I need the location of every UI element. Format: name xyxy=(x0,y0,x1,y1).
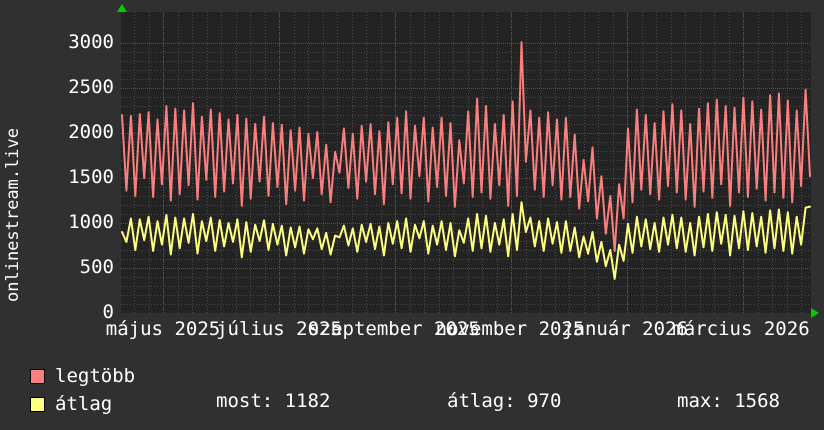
series-line-legtobb xyxy=(121,41,811,252)
y-tick-label: 2500 xyxy=(68,76,114,98)
y-axis-arrow-icon xyxy=(117,4,127,12)
y-tick-label: 2000 xyxy=(68,121,114,143)
y-tick-label: 3000 xyxy=(68,31,114,53)
stat-average-value: 970 xyxy=(527,390,562,412)
legend-label-legtobb: legtöbb xyxy=(55,365,136,387)
stat-max-value: 1568 xyxy=(734,390,780,412)
stat-max: max: 1568 xyxy=(677,390,780,412)
legend-item-legtobb[interactable]: legtöbb xyxy=(30,362,135,390)
legend: legtöbb átlag most: 1182 átlag: 970 max:… xyxy=(0,358,824,428)
plot-canvas xyxy=(121,12,811,313)
stat-average-label: átlag: xyxy=(447,390,516,412)
y-tick-label: 0 xyxy=(102,301,114,323)
y-tick-label: 1500 xyxy=(68,166,114,188)
x-axis-arrow-icon xyxy=(811,308,819,318)
stat-max-label: max: xyxy=(677,390,723,412)
x-tick-label: november 2025 xyxy=(435,318,585,340)
stat-average: átlag: 970 xyxy=(447,390,561,412)
x-tick-label: március 2026 xyxy=(672,318,810,340)
y-tick-label: 500 xyxy=(79,256,114,278)
y-tick-label: 1000 xyxy=(68,211,114,233)
legend-swatch-legtobb xyxy=(30,368,45,384)
x-tick-label: január 2026 xyxy=(562,318,688,340)
stat-most: most: 1182 xyxy=(216,390,330,412)
stat-most-value: 1182 xyxy=(284,390,331,412)
x-tick-label: május 2025 xyxy=(105,318,221,340)
x-tick-label: szeptember 2025 xyxy=(308,318,480,340)
legend-swatch-atlag xyxy=(30,396,45,412)
legend-item-atlag[interactable]: átlag xyxy=(30,390,112,418)
stat-most-label: most: xyxy=(216,390,274,412)
series-line-atlag xyxy=(121,201,811,280)
x-tick-label: július 2025 xyxy=(216,318,342,340)
legend-label-atlag: átlag xyxy=(55,393,113,415)
y-axis-tick-labels: 3000 2500 2000 1500 1000 500 0 xyxy=(30,0,114,430)
plot-area xyxy=(121,12,811,313)
x-axis-tick-labels: május 2025 július 2025 szeptember 2025 nove… xyxy=(0,318,824,342)
